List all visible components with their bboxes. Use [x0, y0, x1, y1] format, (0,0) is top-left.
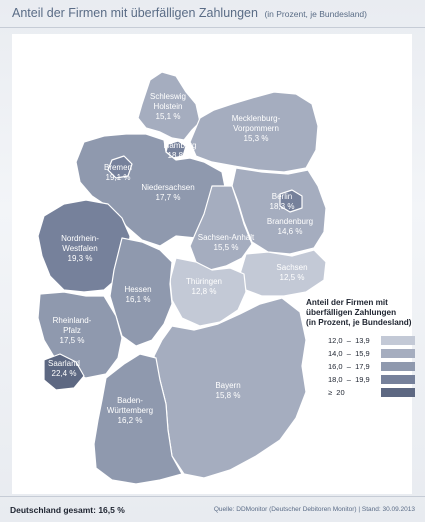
source-note: Quelle: DDMonitor (Deutscher Debitoren M…: [213, 506, 415, 513]
state-name-line2: Vorpommern: [233, 124, 279, 133]
state-hessen[interactable]: [109, 237, 173, 347]
legend: Anteil der Firmen mit überfälligen Zahlu…: [306, 298, 416, 400]
state-sachsen-anhalt[interactable]: [189, 185, 253, 271]
state-bremen[interactable]: [107, 155, 133, 179]
legend-item-label: 12,0 – 13,9: [328, 336, 370, 345]
legend-item: 18,0 – 19,9: [306, 374, 416, 387]
title-subtitle: (in Prozent, je Bundesland): [264, 9, 367, 19]
germany-total: Deutschland gesamt: 16,5 %: [10, 505, 125, 515]
state-value: 16,2 %: [118, 416, 143, 425]
state-name: Berlin: [272, 192, 292, 201]
legend-item: 12,0 – 13,9: [306, 335, 416, 348]
state-value: 18,8 %: [168, 151, 193, 160]
state-value: 15,5 %: [214, 243, 239, 252]
state-mecklenburg-vorpommern[interactable]: [189, 91, 319, 173]
legend-swatch: [381, 362, 415, 371]
state-name: Mecklenburg-: [232, 114, 281, 123]
state-name: Schleswig: [150, 92, 186, 101]
title-divider: [0, 27, 425, 28]
state-name: Saarland: [48, 359, 80, 368]
state-name: Bayern: [215, 381, 240, 390]
state-name-line2: Pfalz: [63, 326, 81, 335]
state-saarland[interactable]: [43, 353, 85, 391]
state-value: 19,1 %: [106, 173, 131, 182]
state-name: Bremen: [104, 163, 132, 172]
state-value: 15,3 %: [244, 134, 269, 143]
state-value: 14,6 %: [278, 227, 303, 236]
state-value: 15,1 %: [156, 112, 181, 121]
state-value: 18,3 %: [270, 202, 295, 211]
state-value: 12,5 %: [280, 273, 305, 282]
title-main: Anteil der Firmen mit überfälligen Zahlu…: [12, 6, 258, 20]
legend-swatch: [381, 349, 415, 358]
state-value: 12,8 %: [192, 287, 217, 296]
legend-item-label: ≥ 20: [328, 388, 345, 397]
legend-swatch: [381, 388, 415, 397]
page-title: Anteil der Firmen mit überfälligen Zahlu…: [12, 6, 367, 20]
legend-title-line3: (in Prozent, je Bundesland): [306, 318, 412, 327]
state-name: Rheinland-: [53, 316, 92, 325]
state-name: Baden-: [117, 396, 143, 405]
state-name: Hamburg: [164, 141, 197, 150]
state-value: 22,4 %: [52, 369, 77, 378]
legend-item: 14,0 – 15,9: [306, 348, 416, 361]
state-schleswig-holstein[interactable]: [137, 71, 201, 141]
footer-divider: [0, 496, 425, 497]
state-value: 19,3 %: [68, 254, 93, 263]
state-berlin[interactable]: [279, 189, 303, 213]
state-name: Nordrhein-: [61, 234, 99, 243]
state-name: Hessen: [124, 285, 151, 294]
state-value: 17,5 %: [60, 336, 85, 345]
state-value: 17,7 %: [156, 193, 181, 202]
state-name: Brandenburg: [267, 217, 313, 226]
state-baden-wuerttemberg[interactable]: [93, 353, 183, 485]
legend-title-line2: überfälligen Zahlungen: [306, 308, 397, 317]
legend-swatch: [381, 336, 415, 345]
legend-item-label: 18,0 – 19,9: [328, 375, 370, 384]
state-name: Niedersachsen: [141, 183, 194, 192]
legend-title-line1: Anteil der Firmen mit: [306, 298, 388, 307]
legend-item: ≥ 20: [306, 387, 416, 400]
legend-item: 16,0 – 17,9: [306, 361, 416, 374]
state-name: Sachsen-Anhalt: [198, 233, 255, 242]
state-name-line2: Westfalen: [62, 244, 97, 253]
state-name-line2: Holstein: [154, 102, 183, 111]
legend-item-label: 14,0 – 15,9: [328, 349, 370, 358]
state-value: 16,1 %: [126, 295, 151, 304]
state-value: 15,8 %: [216, 391, 241, 400]
legend-swatch: [381, 375, 415, 384]
state-name-line2: Württemberg: [107, 406, 153, 415]
state-name: Thüringen: [186, 277, 222, 286]
state-name: Sachsen: [276, 263, 307, 272]
legend-item-label: 16,0 – 17,9: [328, 362, 370, 371]
